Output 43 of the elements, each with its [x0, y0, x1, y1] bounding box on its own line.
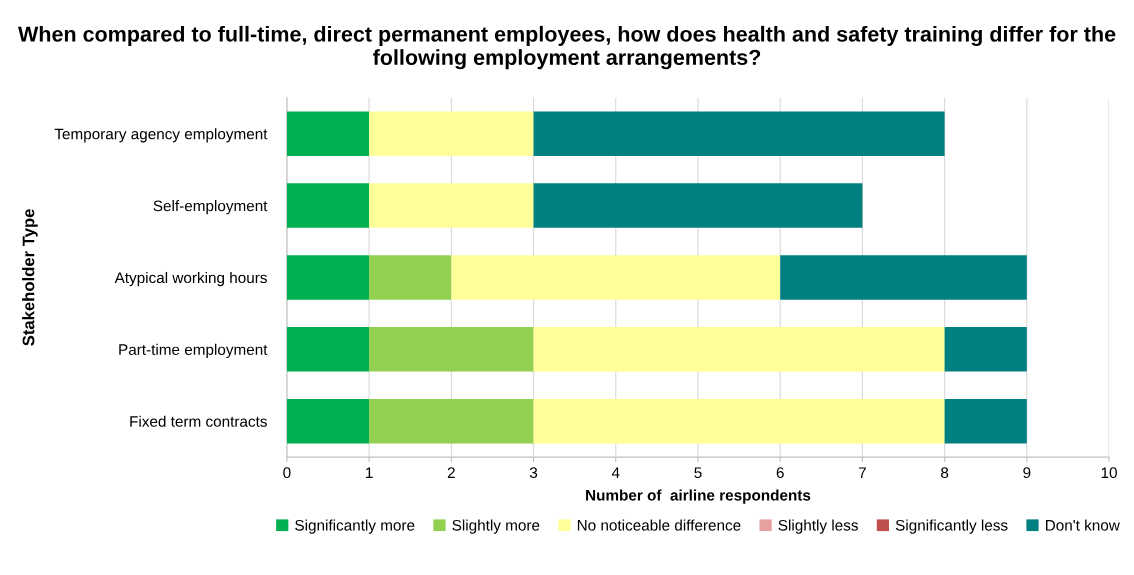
x-tick-label: 2: [447, 467, 455, 478]
bar: [944, 327, 1027, 372]
x-tick-label: 3: [529, 467, 538, 479]
x-tick-label: 9: [1023, 467, 1031, 479]
bar: [286, 327, 370, 372]
y-axis-title: Stakeholder Type: [22, 209, 38, 346]
x-tick-label: 7: [858, 467, 866, 478]
chart-title: When compared to full-time, direct permanent employees, how does health and safety training differ for the following employment arrangements?: [18, 25, 1116, 70]
bar: [780, 255, 1027, 300]
x-axis-title: Number of airline respondents: [586, 489, 811, 504]
bar: [451, 255, 781, 300]
y-tick-label: Self-employment: [153, 200, 268, 215]
x-tick-label: 5: [694, 467, 702, 479]
bar: [286, 398, 370, 444]
bar: [369, 255, 452, 300]
bar: [369, 183, 534, 228]
bar: [286, 255, 370, 300]
bar: [286, 111, 370, 156]
bar: [369, 327, 534, 372]
bar: [369, 398, 534, 444]
bar: [533, 111, 945, 156]
x-tick-label: 1: [366, 467, 373, 478]
legend-label: Significantly more: [295, 519, 415, 534]
x-tick-label: 10: [1101, 467, 1117, 479]
y-tick-label: Temporary agency employment: [54, 128, 268, 143]
x-tick-label: 8: [941, 467, 949, 479]
bar: [533, 327, 945, 372]
y-tick-label: Atypical working hours: [114, 271, 267, 287]
legend-label: No noticeable difference: [577, 519, 741, 531]
legend-label: Don't know: [1045, 519, 1120, 531]
x-tick-label: 6: [776, 467, 784, 479]
y-tick-label: Part-time employment: [119, 343, 268, 359]
x-tick-label: 0: [283, 467, 291, 479]
legend-label: Significantly less: [895, 519, 1008, 534]
legend-label: Slightly less: [778, 519, 858, 534]
y-tick-label: Fixed term contracts: [130, 415, 267, 427]
bar: [944, 398, 1027, 444]
bar: [533, 398, 945, 444]
bar: [286, 183, 370, 228]
x-tick-label: 4: [611, 467, 620, 478]
bar: [533, 183, 863, 228]
legend-label: Slightly more: [452, 519, 540, 534]
bar: [369, 111, 534, 156]
